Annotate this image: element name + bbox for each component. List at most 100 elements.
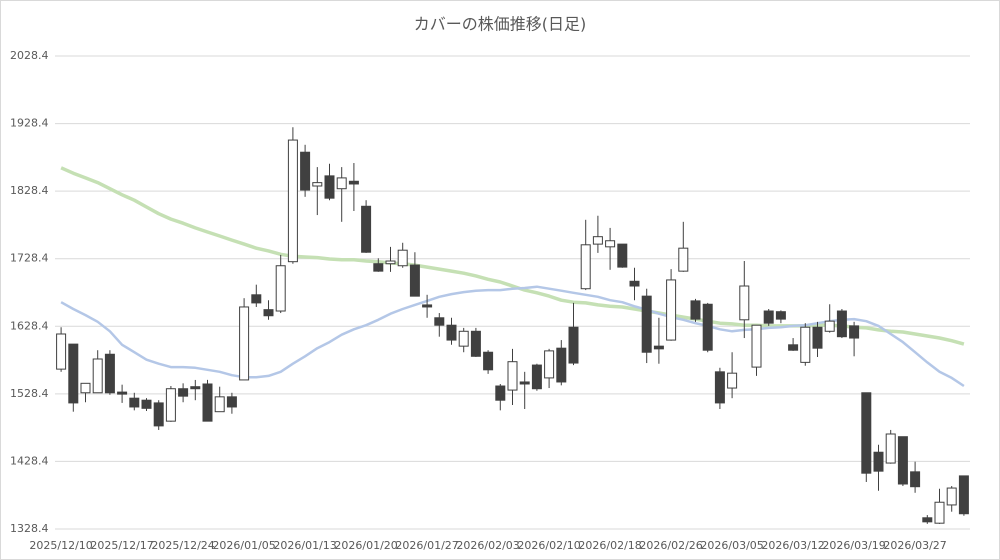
candle-body [470,330,481,357]
candle-body [409,264,420,297]
y-tick-label: 1528.4 [10,387,49,400]
candle-body [507,361,518,391]
candle-body [666,279,677,341]
y-tick-label: 2028.4 [10,49,49,62]
x-tick-label: 2026/01/20 [334,539,397,552]
candle-body [910,471,921,488]
candle-body [678,247,689,272]
candle-body [495,385,506,401]
candle-body [751,324,762,368]
candle-body [92,358,103,394]
candle-body [531,364,542,390]
candle-body [178,388,189,397]
x-tick-label: 2026/03/12 [761,539,824,552]
x-tick-label: 2026/02/18 [578,539,641,552]
candle-body [690,300,701,320]
x-tick-label: 2025/12/17 [90,539,153,552]
candle-body [483,351,494,371]
candle-body [812,326,823,349]
candle-body [239,306,250,381]
candle-body [397,249,408,267]
candle-body [800,326,811,363]
y-tick-label: 1428.4 [10,454,49,467]
y-tick-label: 1328.4 [10,522,49,535]
candle-body [56,333,67,370]
x-tick-label: 2026/03/27 [883,539,946,552]
candle-body [958,475,969,515]
x-tick-label: 2026/02/26 [639,539,702,552]
candle-body [641,295,652,353]
chart-title: カバーの株価推移(日足) [414,15,587,34]
candle-body [117,391,128,395]
candle-body [153,402,164,427]
candle-body [104,353,115,394]
x-tick-label: 2026/02/03 [456,539,519,552]
candle-body [190,386,201,390]
candle-body [544,350,555,379]
x-tick-label: 2026/01/13 [273,539,336,552]
candle-body [739,285,750,321]
candle-body [263,309,274,317]
x-tick-label: 2026/02/10 [517,539,580,552]
candle-body [714,371,725,404]
y-tick-label: 1828.4 [10,184,49,197]
candle-body [348,180,359,185]
candle-body [165,388,176,422]
moving-average-line [60,166,965,346]
candle-body [300,151,311,191]
candle-body [361,205,372,253]
candle-body [775,311,786,320]
candle-body [446,324,457,341]
candle-body [629,280,640,287]
candle-body [556,347,567,383]
x-tick-label: 2026/03/05 [700,539,763,552]
candle-body [873,451,884,472]
candle-body [568,326,579,364]
candle-body [202,383,213,422]
candle-body [214,396,225,413]
candle-body [580,244,591,290]
x-tick-label: 2026/03/19 [822,539,885,552]
x-tick-label: 2025/12/24 [151,539,214,552]
y-tick-label: 1728.4 [10,252,49,265]
candle-body [592,236,603,245]
candle-body [861,392,872,474]
candle-body [324,175,335,199]
candle-body [385,260,396,265]
candle-body [836,310,847,338]
candle-body [141,399,152,409]
candle-body [458,330,469,347]
candle-body [129,397,140,408]
candle-body [653,345,664,350]
candle-body [519,381,530,385]
candle-body [275,265,286,312]
moving-average-line [60,285,965,388]
candle-body [849,325,860,339]
candle-body [763,310,774,324]
candle-body [68,343,79,404]
y-tick-label: 1628.4 [10,319,49,332]
candle-body [727,372,738,389]
candle-body [336,177,347,190]
candle-body [422,304,433,308]
candle-body [251,294,262,304]
candle-body [312,182,323,187]
candle-body [605,240,616,248]
x-tick-label: 2026/01/27 [395,539,458,552]
x-tick-label: 2026/01/05 [212,539,275,552]
x-tick-label: 2025/12/10 [29,539,92,552]
candle-body [80,382,91,394]
candle-body [897,436,908,485]
candle-body [434,317,445,326]
candle-body [824,320,835,332]
candle-body [934,501,945,524]
candle-body [885,433,896,464]
candle-body [226,396,237,408]
candle-body [287,139,298,263]
candle-body [788,344,799,351]
y-tick-label: 1928.4 [10,117,49,130]
candle-body [702,303,713,351]
candle-body [373,263,384,272]
